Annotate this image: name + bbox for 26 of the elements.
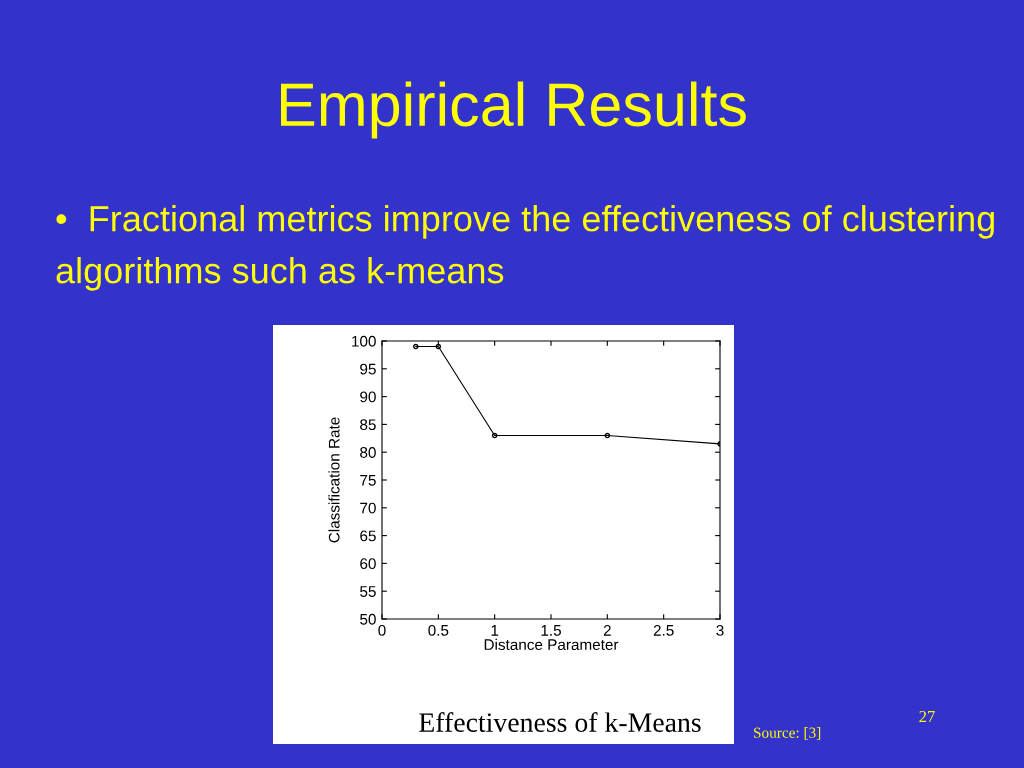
text: Effectiveness of k-Means bbox=[419, 712, 701, 732]
y-tick-label: 70 bbox=[360, 502, 376, 514]
x-tick-label: 2 bbox=[603, 624, 611, 636]
x-tick-label: 2.5 bbox=[653, 624, 674, 636]
chart-title: Empirical Results bbox=[281, 81, 746, 139]
point bbox=[413, 343, 419, 350]
x-tick-label: 0 bbox=[378, 624, 386, 636]
chart-subtitle: • Fractional metrics improve the effectiveness of clustering algorithms such as k-means bbox=[56, 205, 994, 291]
y-axis-title: Classification Rate bbox=[328, 417, 340, 543]
text: 27 bbox=[919, 710, 935, 723]
y-tick-label: 90 bbox=[360, 391, 376, 403]
y-tick-label: 95 bbox=[360, 363, 376, 375]
y-tick-label: 100 bbox=[352, 335, 376, 347]
x-tick-label: 0.5 bbox=[428, 624, 449, 636]
y-tick-label: 85 bbox=[360, 419, 376, 431]
x-tick-label: 1.5 bbox=[541, 625, 561, 636]
x-tick-label: 3 bbox=[716, 624, 724, 636]
x-tick-label: 1 bbox=[491, 625, 499, 636]
x-axis-title: Distance Parameter bbox=[484, 638, 619, 651]
y-tick-label: 55 bbox=[360, 586, 376, 597]
y-tick-label: 65 bbox=[360, 530, 376, 542]
y-tick-label: 80 bbox=[360, 447, 376, 458]
y-tick-label: 75 bbox=[360, 475, 376, 486]
y-tick-label: 50 bbox=[360, 613, 376, 625]
y-tick-label: 60 bbox=[360, 558, 376, 570]
source-note: Source: [3] bbox=[754, 727, 821, 740]
